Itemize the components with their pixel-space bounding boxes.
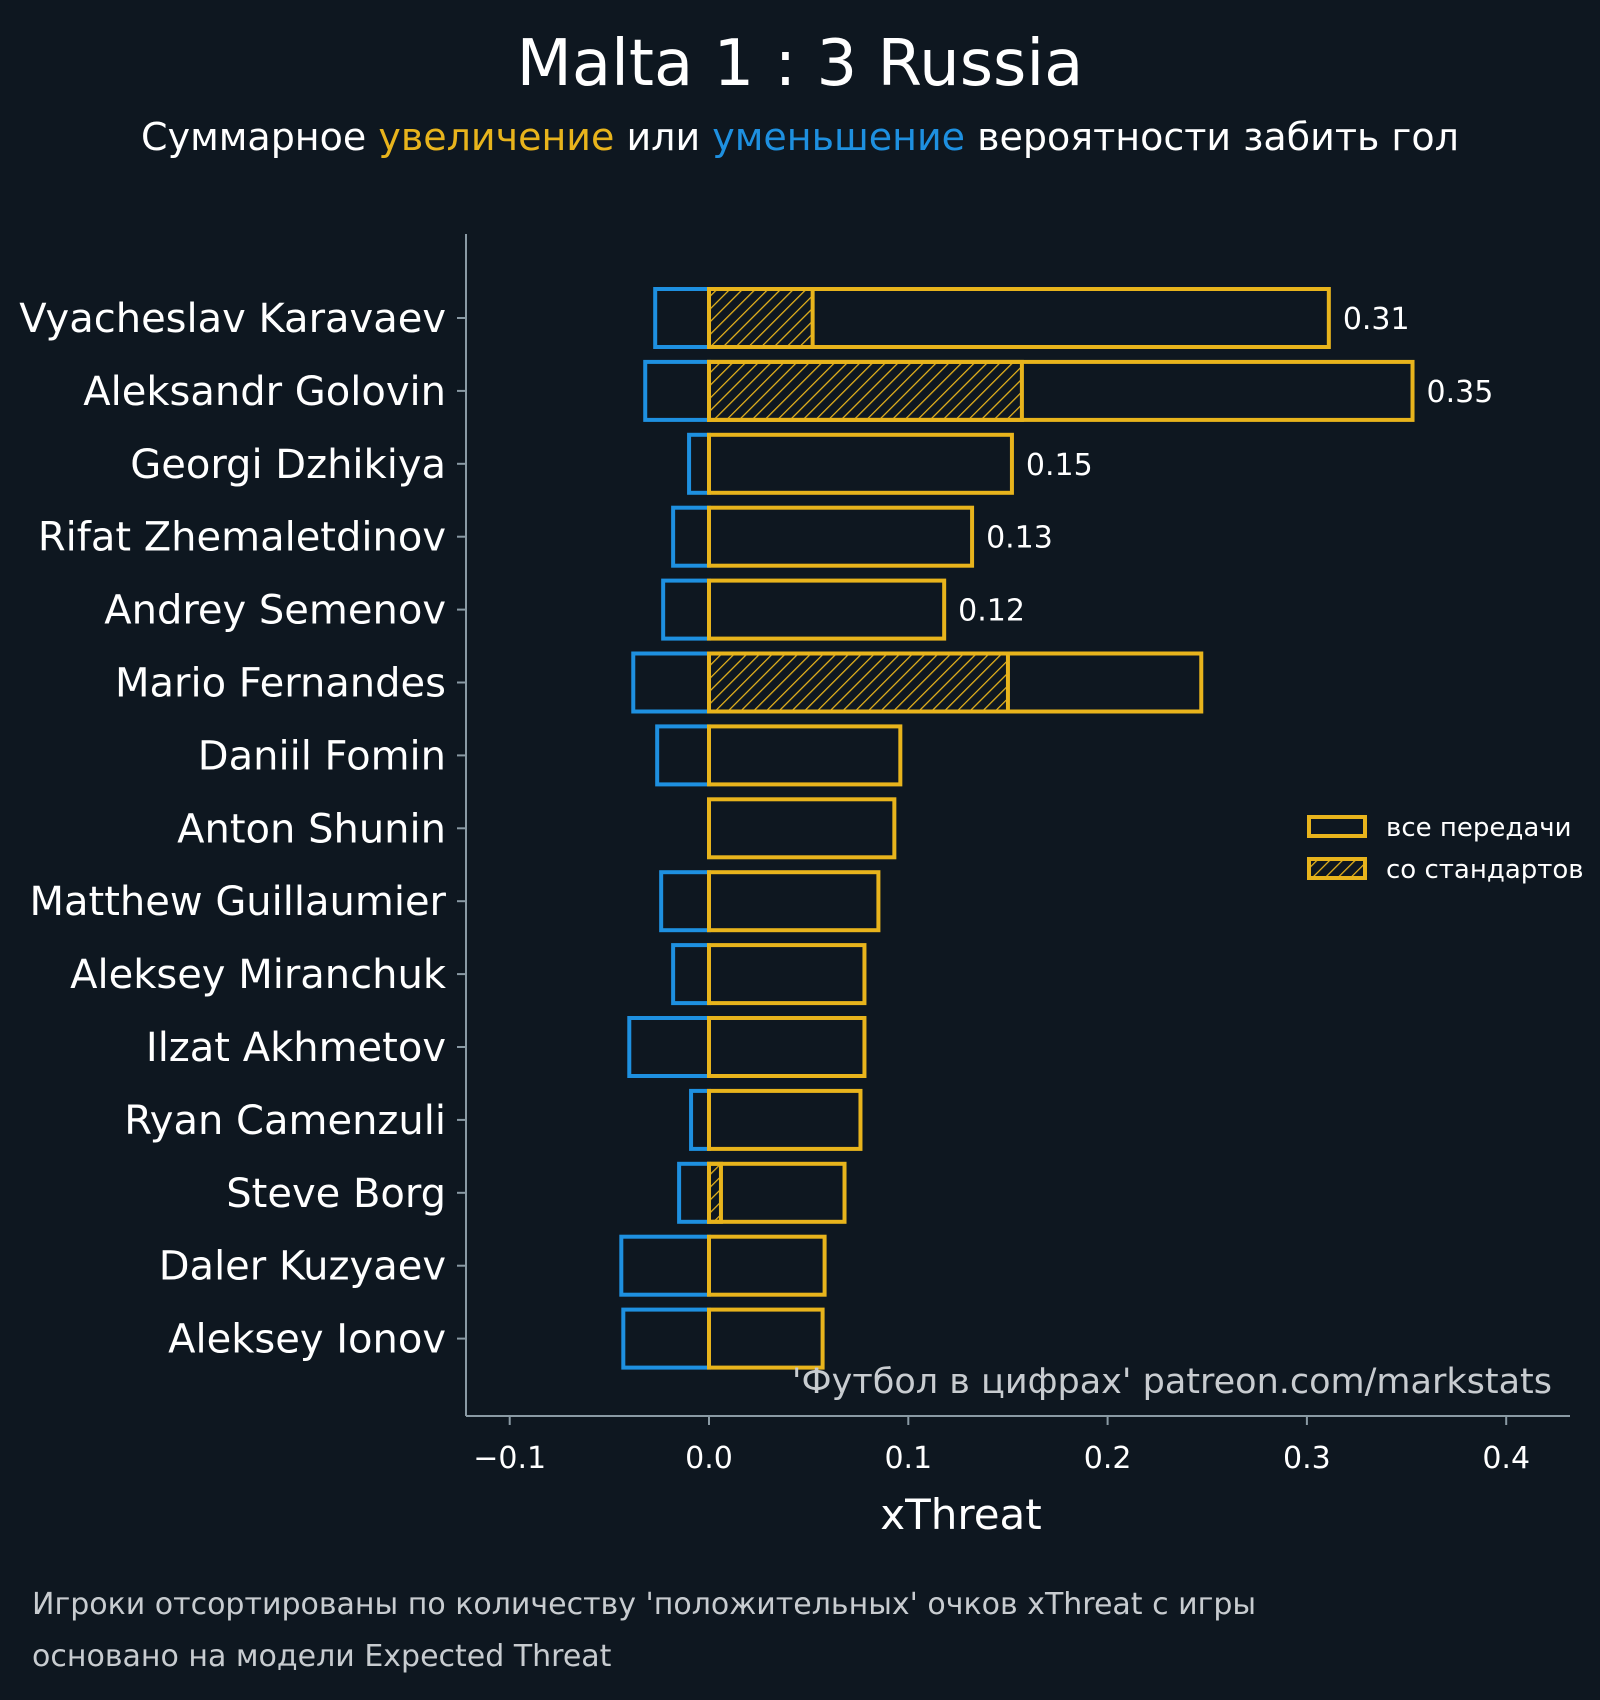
player-label: Anton Shunin [177, 806, 446, 852]
bar-decrease [653, 287, 712, 349]
legend-swatch-all-passes [1307, 815, 1367, 838]
player-label: Steve Borg [226, 1171, 446, 1217]
footnote-line-2: основано на модели Expected Threat [32, 1639, 612, 1674]
bar-decrease [677, 1161, 711, 1224]
bar-all-passes [707, 1234, 827, 1297]
subtitle-part1: Суммарное [141, 115, 378, 159]
chart-title: Malta 1 : 3 Russia [517, 27, 1084, 101]
legend-swatch-set-pieces [1307, 857, 1367, 880]
bar-value-label: 0.15 [1026, 448, 1093, 483]
player-label: Vyacheslav Karavaev [19, 296, 446, 342]
bar-value-label: 0.13 [986, 521, 1053, 556]
player-label: Rifat Zhemaletdinov [38, 515, 446, 561]
bar-decrease [671, 505, 711, 568]
footnote-line-1: Игроки отсортированы по количеству 'поло… [32, 1587, 1256, 1622]
bar-all-passes [707, 578, 947, 641]
legend-label-all-passes: все передачи [1386, 813, 1572, 843]
player-label: Aleksey Miranchuk [70, 952, 447, 998]
subtitle-decrease: уменьшение [712, 115, 965, 159]
bar-decrease [643, 359, 711, 422]
chart-subtitle: Суммарное увеличение или уменьшение веро… [141, 115, 1459, 159]
bar-all-passes [707, 1307, 825, 1370]
bar-value-label: 0.31 [1343, 302, 1410, 337]
bar-all-passes [707, 797, 897, 860]
bar-decrease [627, 1016, 712, 1078]
bar-set-pieces [707, 359, 1024, 422]
x-tick-label: 0.4 [1482, 1441, 1530, 1476]
legend-label-set-pieces: со стандартов [1386, 855, 1584, 885]
bar-all-passes [707, 943, 867, 1006]
bar-all-passes [707, 1088, 863, 1151]
bar-value-label: 0.35 [1427, 375, 1494, 410]
x-tick-label: 0.0 [685, 1441, 733, 1476]
bar-set-pieces [707, 651, 1010, 714]
player-label: Ilzat Akhmetov [146, 1025, 446, 1071]
bar-decrease [621, 1307, 712, 1370]
bar-all-passes [707, 651, 1204, 714]
player-label: Daler Kuzyaev [159, 1244, 446, 1290]
player-label: Aleksey Ionov [168, 1317, 446, 1363]
bar-decrease [655, 724, 712, 787]
player-label: Matthew Guillaumier [30, 879, 447, 925]
player-label: Aleksandr Golovin [83, 369, 446, 415]
bar-all-passes [707, 432, 1014, 495]
x-tick-label: 0.1 [884, 1441, 932, 1476]
player-label: Andrey Semenov [104, 588, 446, 634]
bar-value-label: 0.12 [958, 594, 1025, 629]
bar-decrease [671, 943, 711, 1006]
watermark: 'Футбол в цифрах' patreon.com/markstats [792, 1362, 1552, 1402]
bar-decrease [687, 432, 712, 495]
plot-area: −0.1 0.0 0.1 0.2 0.3 0.4 Vyacheslav Karavaev 0.… [19, 234, 1570, 1476]
bar-decrease [661, 578, 712, 641]
player-label: Daniil Fomin [198, 733, 446, 779]
bar-set-pieces [707, 287, 815, 349]
bar-all-passes [707, 1161, 847, 1224]
subtitle-increase: увеличение [378, 115, 614, 159]
bar-all-passes [707, 1016, 867, 1078]
bar-decrease [689, 1088, 711, 1151]
bar-all-passes [707, 359, 1415, 422]
subtitle-part2: или [614, 115, 712, 159]
subtitle-part3: вероятности забить гол [965, 115, 1459, 159]
x-axis-label: xThreat [880, 1490, 1042, 1539]
bar-all-passes [707, 505, 975, 568]
x-tick-label: 0.3 [1283, 1441, 1331, 1476]
player-label: Ryan Camenzuli [124, 1098, 446, 1144]
bar-all-passes [707, 287, 1331, 349]
x-tick-label: 0.2 [1084, 1441, 1132, 1476]
bar-decrease [631, 651, 711, 714]
legend: все передачи со стандартов [1307, 813, 1584, 885]
bar-decrease [619, 1234, 711, 1297]
player-label: Georgi Dzhikiya [130, 442, 446, 488]
bar-decrease [659, 870, 712, 933]
bar-all-passes [707, 870, 881, 933]
x-tick-label: −0.1 [473, 1441, 546, 1476]
bar-all-passes [707, 724, 903, 787]
player-label: Mario Fernandes [115, 661, 446, 707]
